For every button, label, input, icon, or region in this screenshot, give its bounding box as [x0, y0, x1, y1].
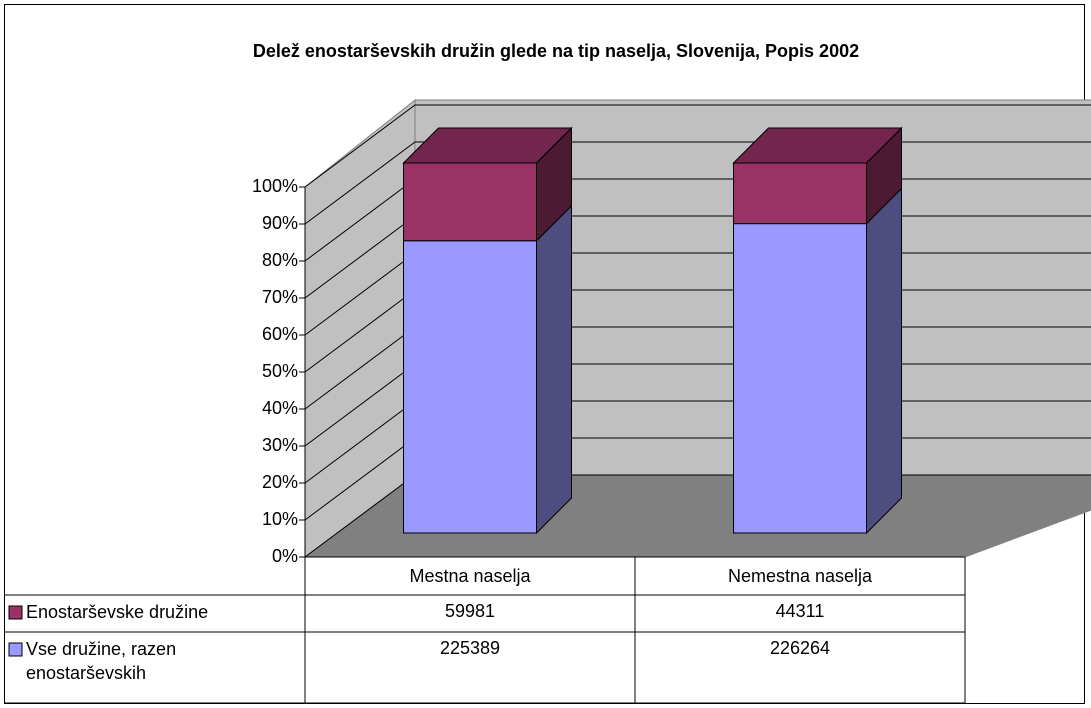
- y-tick-label: 50%: [262, 361, 298, 381]
- legend-label: Vse družine, razen enostarševskih: [26, 639, 177, 683]
- grid-line: [304, 104, 1091, 188]
- y-tick-label: 60%: [262, 324, 298, 344]
- y-tick-label: 10%: [262, 509, 298, 529]
- table-value: 226264: [770, 638, 830, 658]
- y-tick-label: 0%: [272, 546, 298, 566]
- y-tick-label: 100%: [252, 176, 298, 196]
- y-tick-label: 80%: [262, 250, 298, 270]
- table-value: 225389: [440, 638, 500, 658]
- bar-side: [866, 187, 902, 535]
- bar: [732, 126, 903, 225]
- table-value: 59981: [445, 601, 495, 621]
- chart-title: Delež enostarševskih družin glede na tip…: [253, 41, 859, 61]
- bar: [733, 187, 902, 535]
- y-tick-label: 40%: [262, 398, 298, 418]
- bar-front: [733, 162, 867, 225]
- y-tick-label: 20%: [262, 472, 298, 492]
- bar: [402, 126, 573, 242]
- bar-side: [536, 204, 572, 535]
- bar-front: [403, 240, 537, 534]
- legend-swatch: [8, 605, 23, 620]
- bar-top: [732, 127, 903, 164]
- category-label: Nemestna naselja: [728, 566, 873, 586]
- bar: [403, 204, 572, 535]
- y-tick-label: 30%: [262, 435, 298, 455]
- y-tick-label: 90%: [262, 213, 298, 233]
- table-value: 44311: [776, 601, 825, 621]
- grid-line: [304, 141, 1091, 225]
- bar-front: [733, 223, 867, 534]
- y-tick-label: 70%: [262, 287, 298, 307]
- legend-swatch: [8, 642, 23, 657]
- bar-top: [402, 127, 573, 164]
- legend-label: Enostarševske družine: [26, 602, 209, 622]
- category-label: Mestna naselja: [409, 566, 531, 586]
- bar-front: [403, 162, 537, 242]
